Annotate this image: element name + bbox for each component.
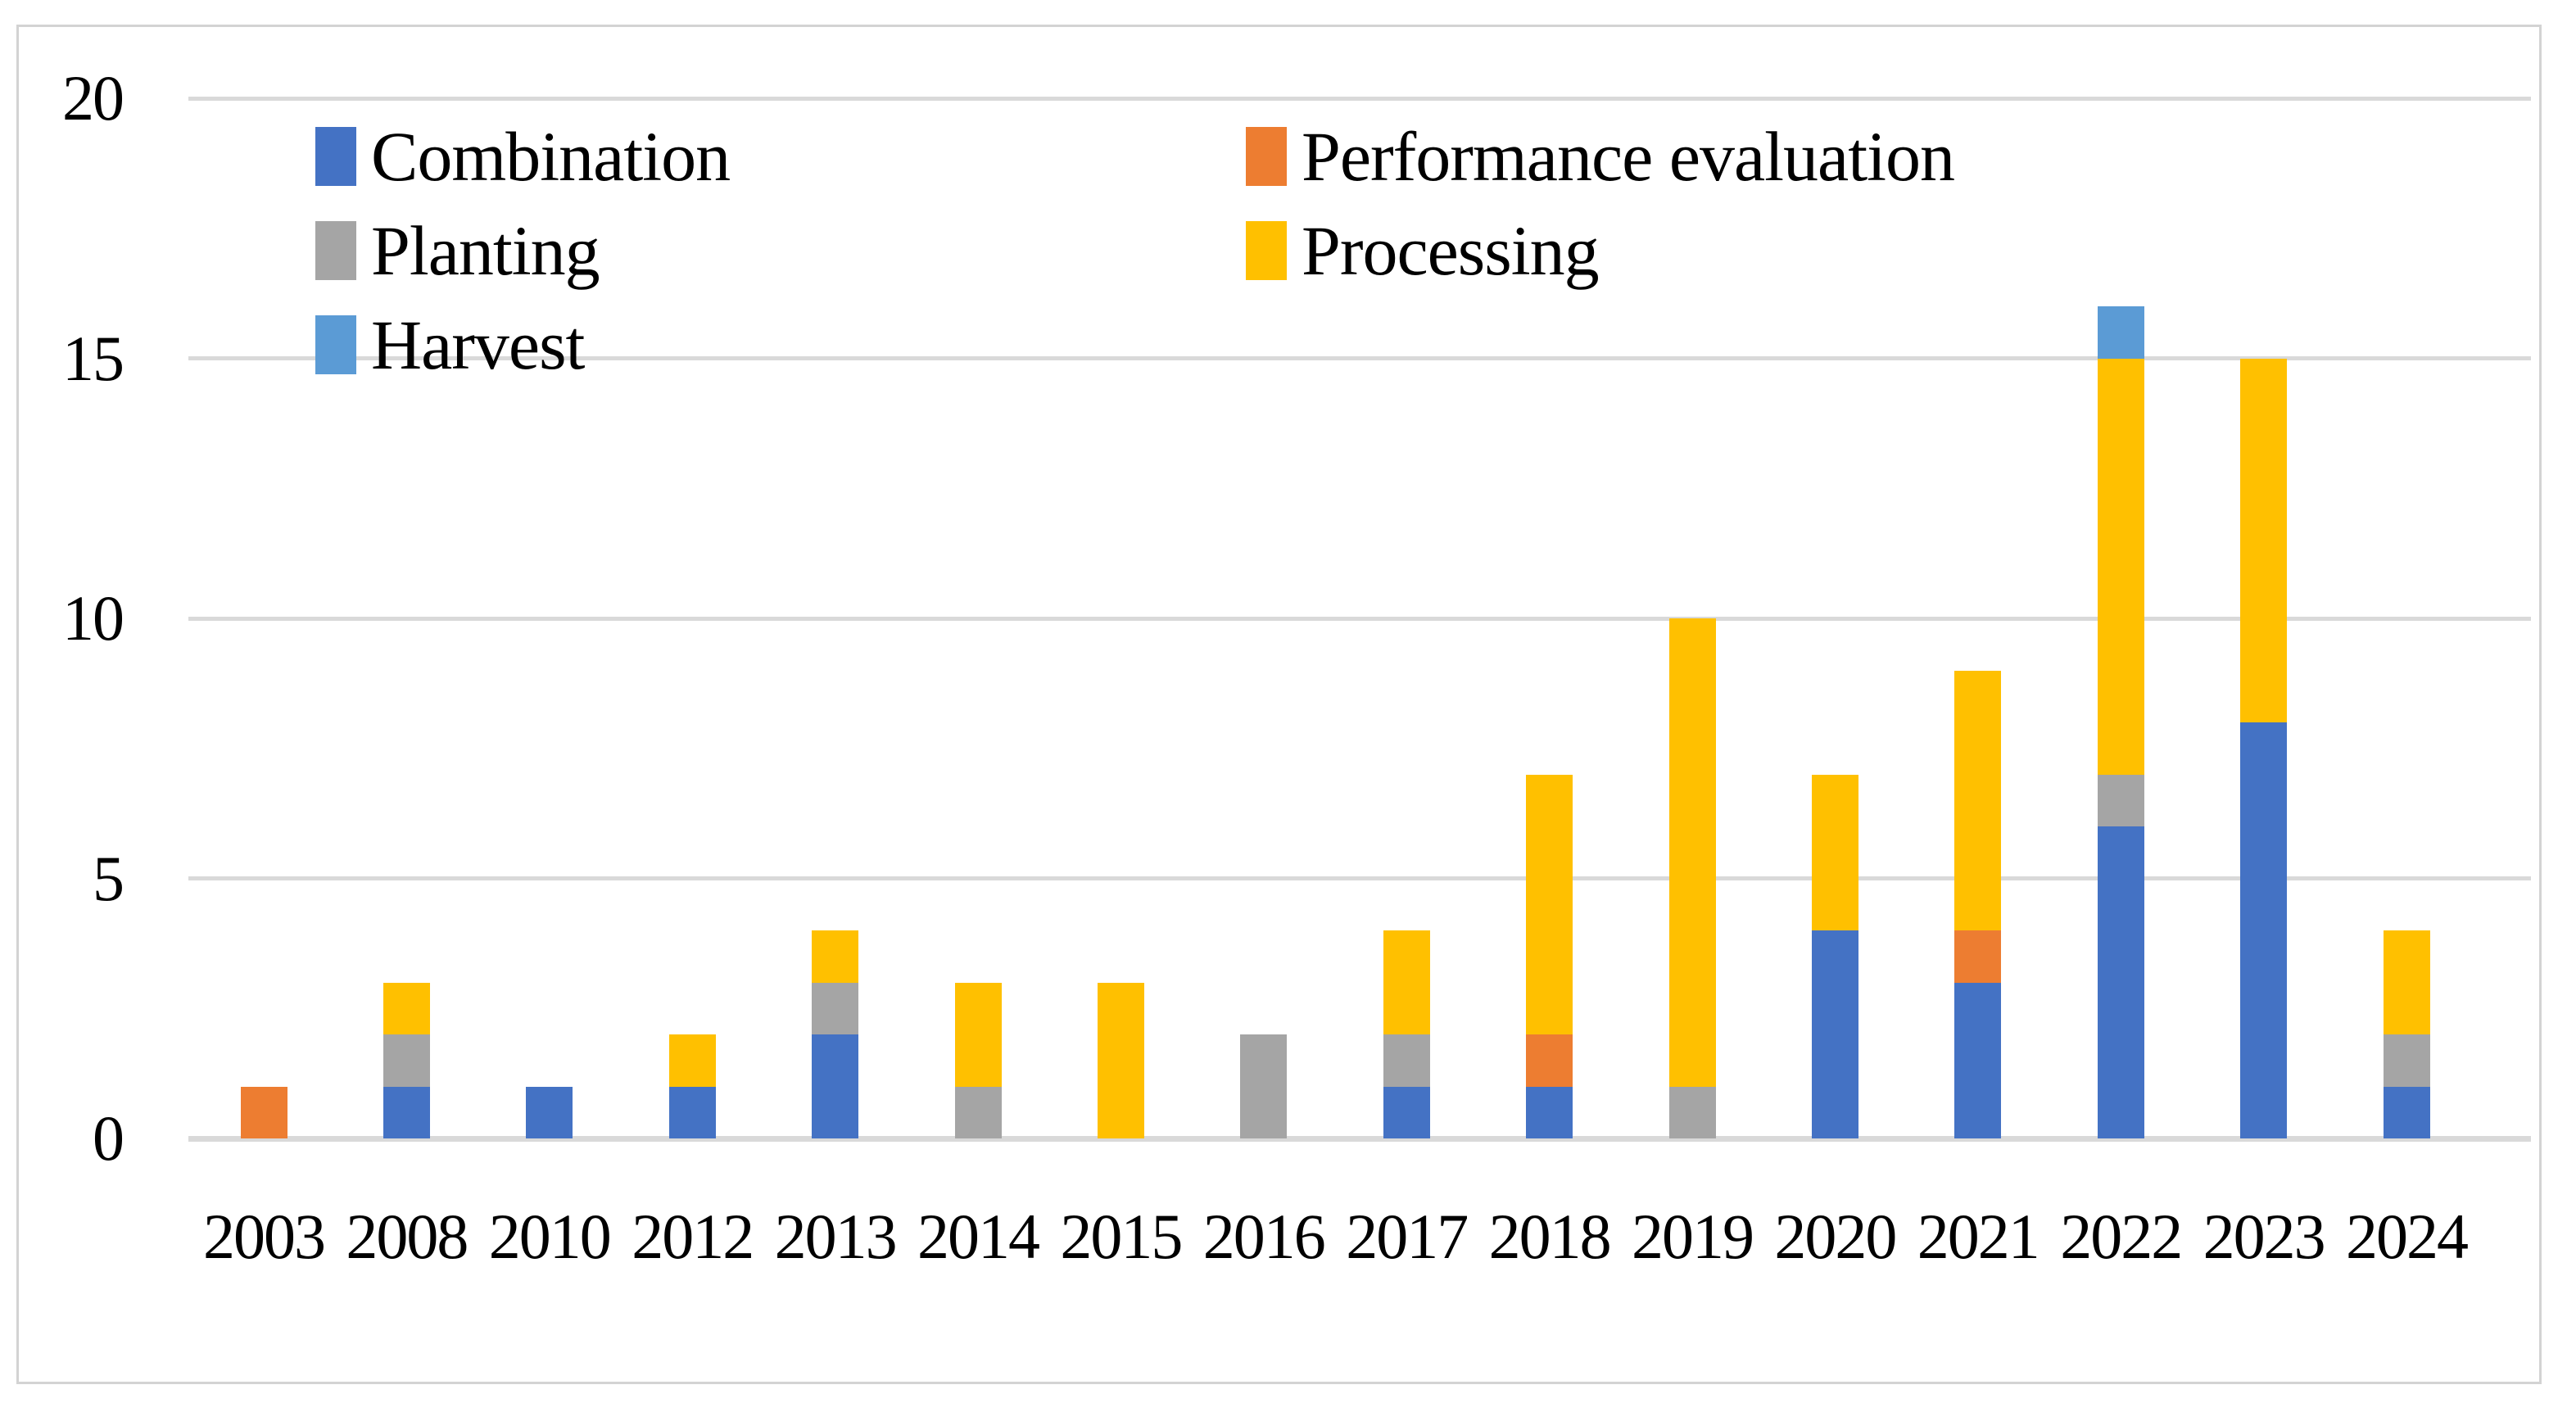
legend-label-planting: Planting bbox=[371, 210, 600, 290]
bar-segment-planting bbox=[954, 1086, 1002, 1138]
bar-segment-planting bbox=[1383, 1034, 1430, 1087]
bar-segment-processing bbox=[1954, 670, 2002, 930]
legend-label-performance-evaluation: Performance evaluation bbox=[1302, 116, 1955, 196]
bar-segment-planting bbox=[812, 982, 859, 1034]
gridline-y-5 bbox=[188, 876, 2531, 880]
legend-item-planting: Planting bbox=[315, 215, 1246, 286]
x-axis-label-2017: 2017 bbox=[1346, 1201, 1469, 1272]
bar-segment-performance-evaluation bbox=[240, 1086, 287, 1138]
y-axis-tick-label: 10 bbox=[62, 582, 124, 654]
x-axis-label-2010: 2010 bbox=[488, 1201, 612, 1272]
legend-label-processing: Processing bbox=[1302, 210, 1600, 290]
bar-segment-processing bbox=[383, 982, 430, 1034]
bar-2018 bbox=[1526, 774, 1573, 1138]
legend-swatch-harvest bbox=[315, 315, 356, 374]
legend-swatch-performance-evaluation bbox=[1246, 126, 1287, 186]
gridline-y-15 bbox=[188, 356, 2531, 360]
bar-2021 bbox=[1954, 670, 2002, 1138]
bar-segment-processing bbox=[954, 982, 1002, 1087]
bar-segment-combination bbox=[2383, 1086, 2430, 1138]
x-axis-label-2023: 2023 bbox=[2203, 1201, 2326, 1272]
bar-segment-processing bbox=[668, 1034, 716, 1087]
bar-segment-processing bbox=[2097, 358, 2144, 775]
bar-2024 bbox=[2383, 930, 2430, 1138]
bar-segment-combination bbox=[812, 1034, 859, 1138]
bar-segment-processing bbox=[812, 930, 859, 983]
x-axis-label-2020: 2020 bbox=[1774, 1201, 1897, 1272]
gridline-y-20 bbox=[188, 96, 2531, 101]
gridline-y-10 bbox=[188, 616, 2531, 621]
bar-segment-combination bbox=[1811, 930, 1858, 1138]
x-axis-label-2015: 2015 bbox=[1060, 1201, 1183, 1272]
bar-segment-performance-evaluation bbox=[1954, 930, 2002, 983]
bar-2020 bbox=[1811, 774, 1858, 1138]
y-axis-tick-label: 15 bbox=[62, 322, 124, 394]
bar-segment-processing bbox=[1811, 774, 1858, 930]
bar-2015 bbox=[1097, 982, 1144, 1138]
x-axis-label-2008: 2008 bbox=[346, 1201, 469, 1272]
bar-segment-processing bbox=[2383, 930, 2430, 1034]
bar-segment-combination bbox=[1383, 1086, 1430, 1138]
y-axis-tick-label: 5 bbox=[93, 842, 124, 914]
bar-2003 bbox=[240, 1086, 287, 1138]
legend-item-combination: Combination bbox=[315, 121, 1246, 192]
legend-swatch-planting bbox=[315, 220, 356, 280]
bar-2023 bbox=[2240, 358, 2288, 1138]
legend-item-performance-evaluation: Performance evaluation bbox=[1246, 116, 1955, 196]
bar-2016 bbox=[1240, 1034, 1288, 1138]
legend-item-harvest: Harvest bbox=[315, 310, 1246, 380]
bar-segment-processing bbox=[1383, 930, 1430, 1034]
bar-segment-combination bbox=[2097, 826, 2144, 1138]
gridline-y-0 bbox=[188, 1135, 2531, 1142]
bar-segment-performance-evaluation bbox=[1526, 1034, 1573, 1087]
bar-segment-planting bbox=[1240, 1034, 1288, 1138]
x-axis-label-2014: 2014 bbox=[917, 1201, 1040, 1272]
legend-label-harvest: Harvest bbox=[371, 305, 585, 384]
bar-segment-planting bbox=[2383, 1034, 2430, 1087]
x-axis-label-2013: 2013 bbox=[774, 1201, 898, 1272]
x-axis-label-2003: 2003 bbox=[203, 1201, 326, 1272]
bar-2010 bbox=[526, 1086, 573, 1138]
bar-segment-planting bbox=[383, 1034, 430, 1087]
bar-segment-combination bbox=[668, 1086, 716, 1138]
bar-segment-harvest bbox=[2097, 306, 2144, 359]
bar-segment-planting bbox=[1668, 1086, 1716, 1138]
bar-segment-combination bbox=[1526, 1086, 1573, 1138]
x-axis-label-2024: 2024 bbox=[2346, 1201, 2469, 1272]
x-axis-label-2012: 2012 bbox=[632, 1201, 754, 1272]
x-axis-label-2016: 2016 bbox=[1202, 1201, 1326, 1272]
chart-frame: 0 5 10 15 20 2003 2008 2010 2012 2013 2014 2015 2016… bbox=[16, 25, 2542, 1384]
bar-segment-processing bbox=[1668, 618, 1716, 1087]
bar-segment-processing bbox=[1097, 982, 1144, 1138]
x-axis-label-2022: 2022 bbox=[2060, 1201, 2183, 1272]
bar-segment-combination bbox=[526, 1086, 573, 1138]
y-axis-tick-label: 0 bbox=[93, 1102, 124, 1174]
x-axis-label-2021: 2021 bbox=[1917, 1201, 2040, 1272]
bar-2012 bbox=[668, 1034, 716, 1138]
legend-item-processing: Processing bbox=[1246, 215, 1954, 286]
y-axis-tick-label: 20 bbox=[62, 62, 124, 134]
bar-segment-planting bbox=[2097, 774, 2144, 826]
bar-segment-combination bbox=[1954, 982, 2002, 1138]
bar-2008 bbox=[383, 982, 430, 1138]
legend-swatch-combination bbox=[315, 126, 356, 186]
bar-2022 bbox=[2097, 306, 2144, 1138]
bar-2013 bbox=[812, 930, 859, 1138]
legend-swatch-processing bbox=[1246, 220, 1287, 280]
bar-segment-combination bbox=[383, 1086, 430, 1138]
bar-segment-processing bbox=[1526, 774, 1573, 1034]
legend: Combination Performance evaluation Plantin… bbox=[315, 109, 1955, 391]
x-axis-label-2019: 2019 bbox=[1632, 1201, 1754, 1272]
bar-segment-combination bbox=[2240, 722, 2288, 1138]
bar-segment-processing bbox=[2240, 358, 2288, 722]
bar-2019 bbox=[1668, 618, 1716, 1138]
legend-label-combination: Combination bbox=[371, 116, 731, 196]
x-axis-label-2018: 2018 bbox=[1488, 1201, 1612, 1272]
bar-2017 bbox=[1383, 930, 1430, 1138]
bar-2014 bbox=[954, 982, 1002, 1138]
